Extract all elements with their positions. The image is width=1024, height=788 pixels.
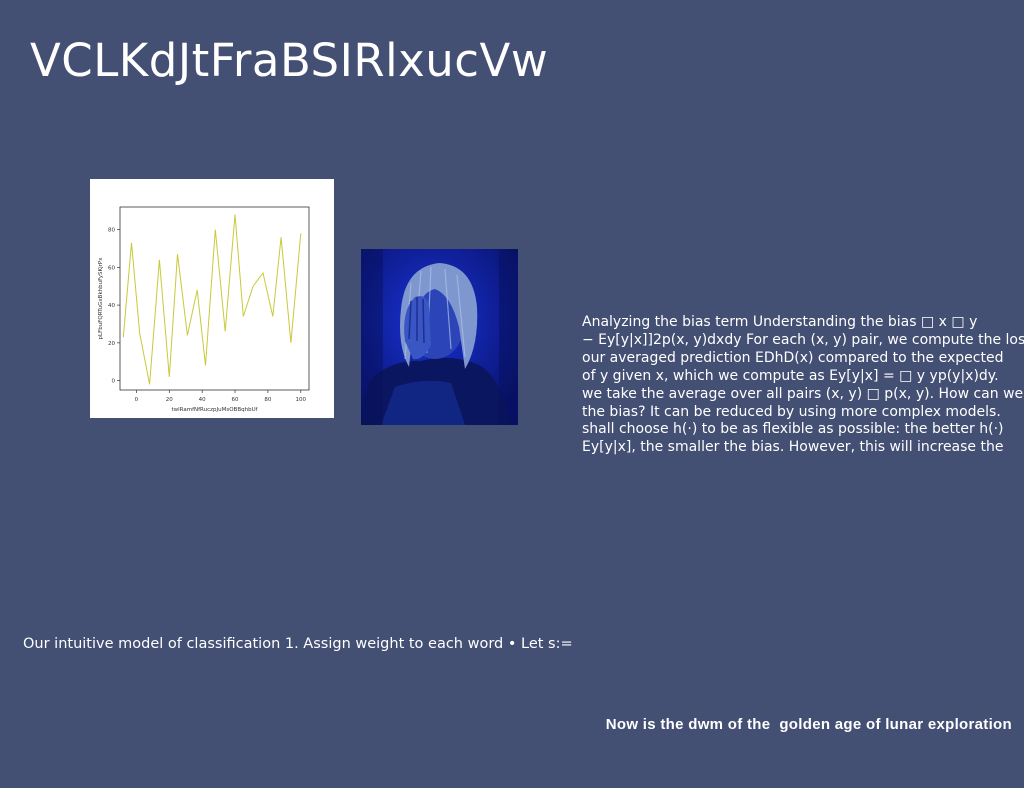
slide-title: VCLKdJtFraBSIRlxucVw (30, 34, 549, 87)
paragraph-line: Analyzing the bias term Understanding th… (582, 314, 978, 330)
plot-frame (119, 206, 310, 391)
portrait-photo (361, 249, 518, 425)
series-line (122, 214, 302, 385)
y-tick-label: 0 (112, 379, 116, 385)
x-tick-label: 60 (232, 397, 239, 403)
x-tick-label: 0 (135, 397, 139, 403)
y-tick-label: 20 (108, 341, 115, 347)
y-tick-label: 40 (108, 303, 115, 309)
x-tick-label: 80 (264, 397, 271, 403)
footer-caption: Now is the dwm of the golden age of luna… (605, 716, 1012, 733)
paragraph-line: we take the average over all pairs (x, y… (582, 385, 1024, 402)
line-chart: 0 20 40 60 80 100 0 20 40 60 80 twlRamfNfRuczpJuMsO… (90, 179, 334, 418)
paragraph-line: of y given x, which we compute as Ey[y|x… (582, 367, 999, 384)
y-tick-label: 60 (108, 265, 115, 271)
y-tick-label: 80 (108, 228, 115, 234)
x-tick-label: 100 (296, 397, 307, 403)
x-axis-label: twlRamfNfRuczpJuMsOBBqhbUf (171, 407, 258, 413)
line-chart-svg: 0 20 40 60 80 100 0 20 40 60 80 twlRamfNfRuczpJuMsO… (98, 206, 310, 413)
paragraph-line: our averaged prediction EDhD(x) compared… (582, 349, 1004, 366)
paragraph-line: Ey[y|x], the smaller the bias. However, … (582, 439, 1004, 456)
x-tick-label: 40 (199, 397, 206, 403)
y-axis-label: pLFbuFQRTuGxBkhbuFySKjrPx (98, 257, 104, 340)
body-paragraph: Analyzing the bias term Understanding th… (582, 314, 1024, 457)
paragraph-line: − Ey[y|x]]2p(x, y)dxdy For each (x, y) p… (582, 331, 1024, 348)
person-portrait-icon (361, 249, 518, 425)
paragraph-line: the bias? It can be reduced by using mor… (582, 403, 1001, 420)
paragraph-line: shall choose h(·) to be as flexible as p… (582, 421, 1004, 438)
x-tick-label: 20 (166, 397, 173, 403)
bullet-text: Our intuitive model of classification 1.… (23, 636, 573, 652)
